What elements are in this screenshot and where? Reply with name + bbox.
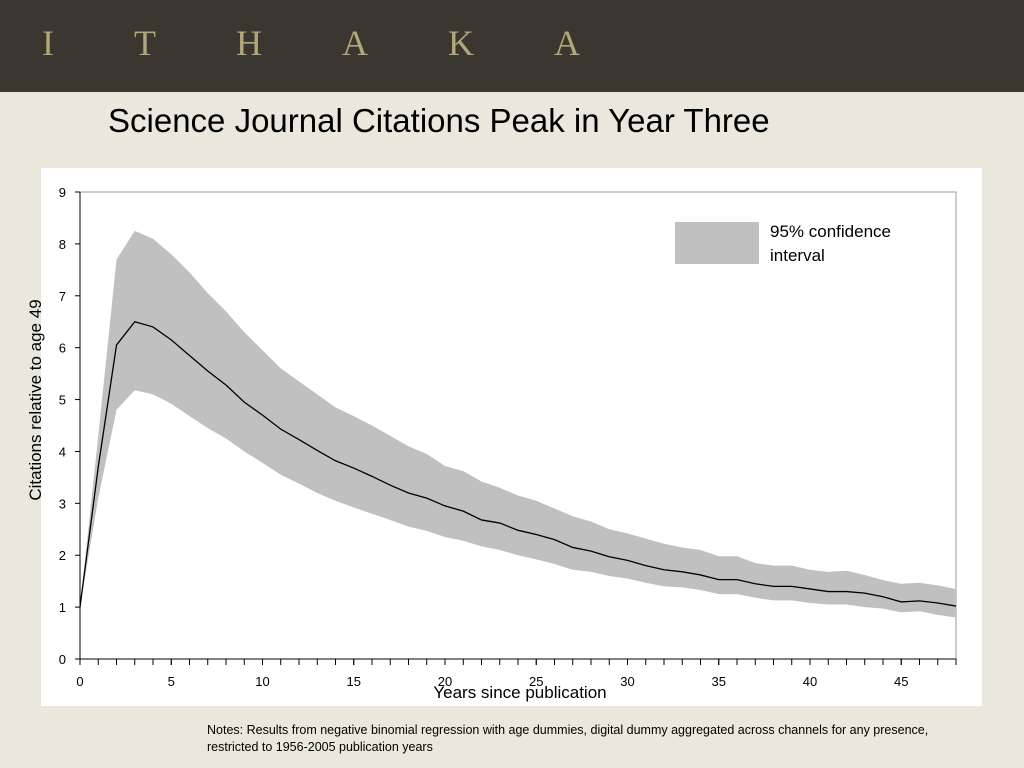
x-tick-label: 10 <box>255 674 269 689</box>
y-tick-label: 7 <box>59 289 66 304</box>
x-tick-label: 20 <box>438 674 452 689</box>
y-tick-label: 2 <box>59 548 66 563</box>
x-tick-label: 15 <box>347 674 361 689</box>
x-tick-label: 25 <box>529 674 543 689</box>
legend-swatch <box>675 222 759 264</box>
chart-panel <box>41 168 982 706</box>
y-tick-label: 0 <box>59 652 66 667</box>
x-tick-label: 5 <box>168 674 175 689</box>
y-tick-label: 8 <box>59 237 66 252</box>
note: Notes: Results from negative binomial re… <box>207 723 929 754</box>
x-axis-label: Years since publication <box>433 683 606 702</box>
header-bar: ITHAKA <box>0 0 1024 92</box>
y-tick-label: 4 <box>59 444 66 459</box>
confidence-band <box>80 230 956 618</box>
y-tick-label: 6 <box>59 341 66 356</box>
y-tick-label: 9 <box>59 185 66 200</box>
x-tick-label: 30 <box>620 674 634 689</box>
y-tick-label: 1 <box>59 600 66 615</box>
line <box>79 320 957 608</box>
x-tick-label: 0 <box>76 674 83 689</box>
y-tick-label: 3 <box>59 496 66 511</box>
y-tick-label: 5 <box>59 393 66 408</box>
y-axis-label: Citations relative to age 49 <box>26 299 45 500</box>
x-tick-label: 40 <box>803 674 817 689</box>
x-tick-label: 35 <box>712 674 726 689</box>
x-tick-label: 45 <box>894 674 908 689</box>
legend-label: 95% confidence interval <box>770 222 891 265</box>
logo: ITHAKA <box>42 23 660 63</box>
chart-title: Science Journal Citations Peak in Year T… <box>108 102 770 139</box>
